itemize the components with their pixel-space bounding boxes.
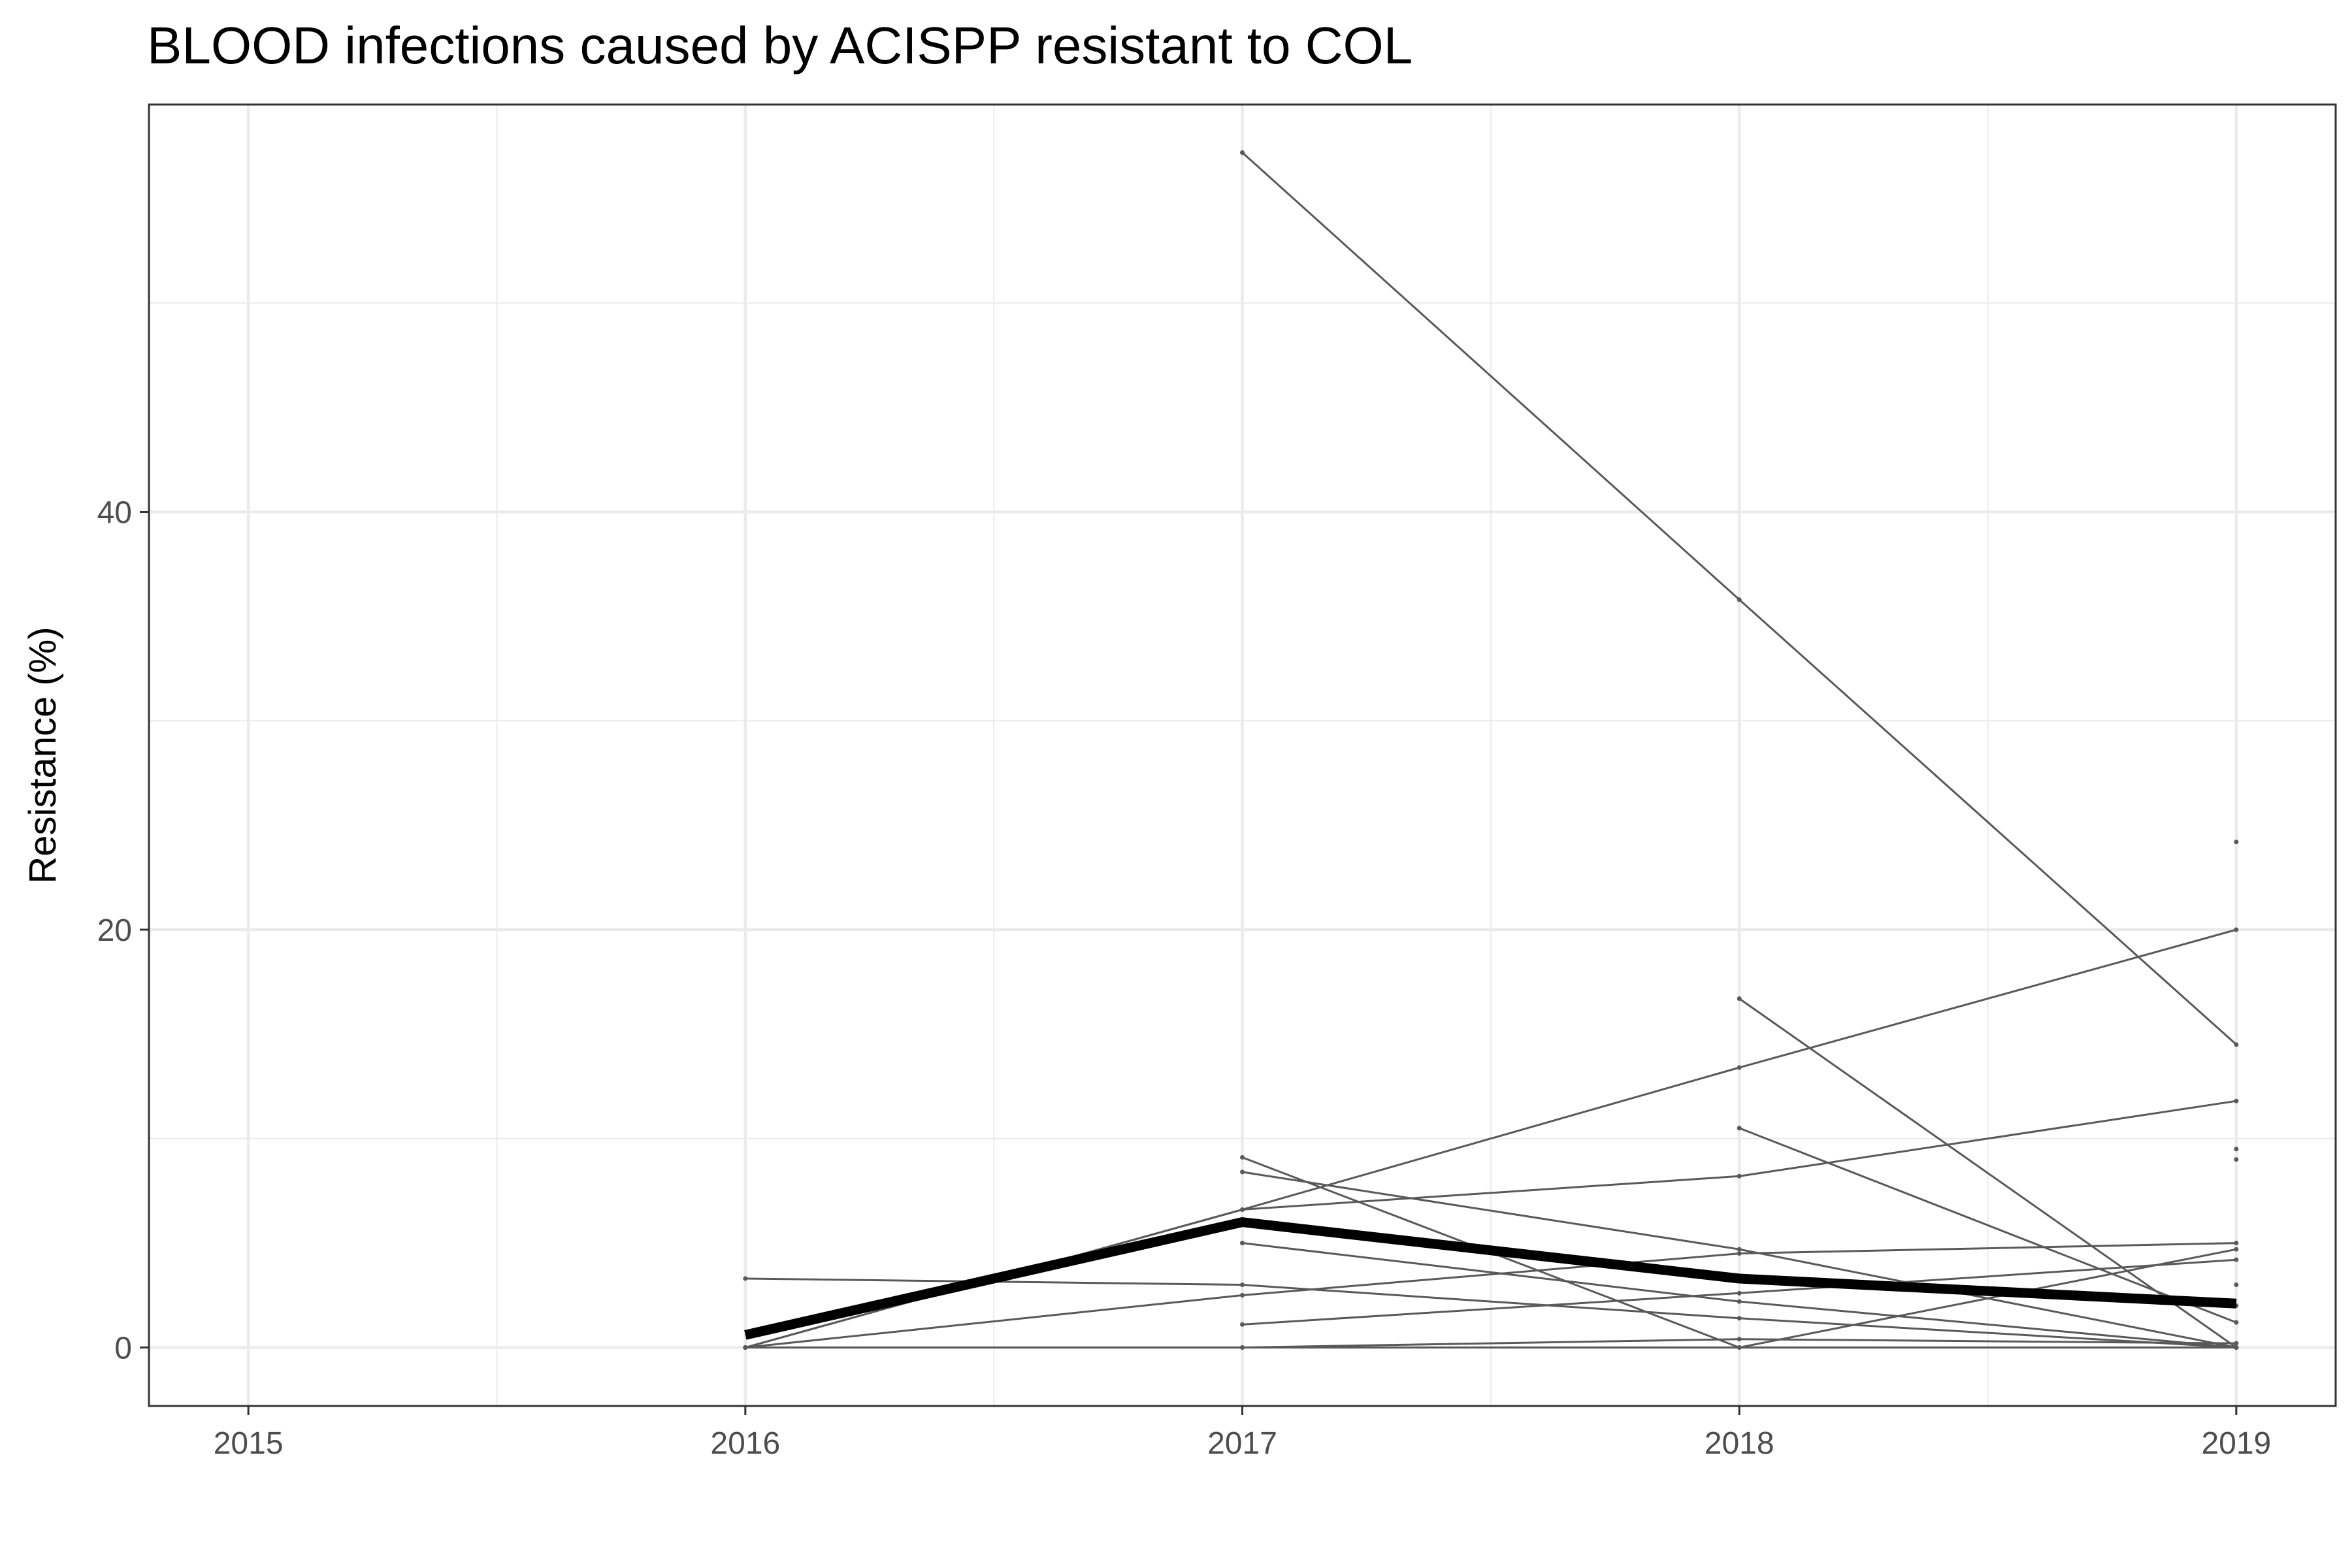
series-point — [1240, 1345, 1245, 1350]
series-point — [1240, 1207, 1245, 1212]
series-point — [2234, 1098, 2239, 1103]
series-point — [1737, 1290, 1742, 1296]
series-point — [1737, 1065, 1742, 1070]
summary-layer — [744, 1217, 2237, 1340]
y-tick-label: 20 — [97, 913, 132, 948]
summary-line — [744, 1217, 2237, 1340]
series-point — [1240, 1155, 1245, 1160]
series-point — [1737, 996, 1742, 1002]
series-point — [2234, 1345, 2239, 1350]
series-point — [1737, 1126, 1742, 1131]
chart-title: BLOOD infections caused by ACISPP resist… — [147, 16, 1413, 74]
series-point — [1240, 1241, 1245, 1246]
series-point — [2234, 1320, 2239, 1325]
series-point — [1240, 1282, 1245, 1288]
series-point — [2234, 1241, 2239, 1246]
x-axis: 2015 2016 2017 2018 2019 — [214, 1406, 2271, 1461]
series-point — [1737, 1173, 1742, 1179]
series-point — [1240, 1322, 1245, 1327]
series-point — [2234, 1341, 2239, 1346]
series-point — [2234, 1157, 2239, 1162]
series-line-5 — [1739, 1127, 2237, 1324]
series-point — [1737, 1316, 1742, 1321]
series-point — [1737, 597, 1742, 602]
series-point — [1737, 1247, 1742, 1252]
series-point — [2234, 1247, 2239, 1252]
series-point — [1737, 1299, 1742, 1304]
series-point — [2234, 1282, 2239, 1288]
series-point — [2234, 840, 2239, 845]
series-point — [1240, 1169, 1245, 1175]
series-point — [1240, 150, 1245, 155]
y-tick-label: 0 — [114, 1331, 132, 1365]
series-point — [1240, 1293, 1245, 1298]
series-point — [1737, 1345, 1742, 1350]
series-point — [2234, 927, 2239, 932]
series-point — [1737, 1337, 1742, 1342]
series-point — [743, 1276, 748, 1281]
x-tick-label: 2019 — [2201, 1426, 2271, 1461]
x-tick-label: 2016 — [710, 1426, 780, 1461]
series-point — [743, 1345, 748, 1350]
x-tick-label: 2017 — [1207, 1426, 1277, 1461]
y-axis-title: Resistance (%) — [22, 627, 64, 883]
grid-major — [149, 105, 2336, 1406]
series-point — [2234, 1257, 2239, 1262]
series-point — [1737, 1251, 1742, 1256]
series-point — [2234, 1042, 2239, 1047]
y-axis: 0 20 40 — [97, 495, 149, 1365]
series-point — [2234, 1147, 2239, 1152]
y-tick-label: 40 — [97, 495, 132, 530]
x-tick-label: 2018 — [1705, 1426, 1774, 1461]
series-line-10 — [745, 1242, 2236, 1348]
x-tick-label: 2015 — [214, 1426, 284, 1461]
